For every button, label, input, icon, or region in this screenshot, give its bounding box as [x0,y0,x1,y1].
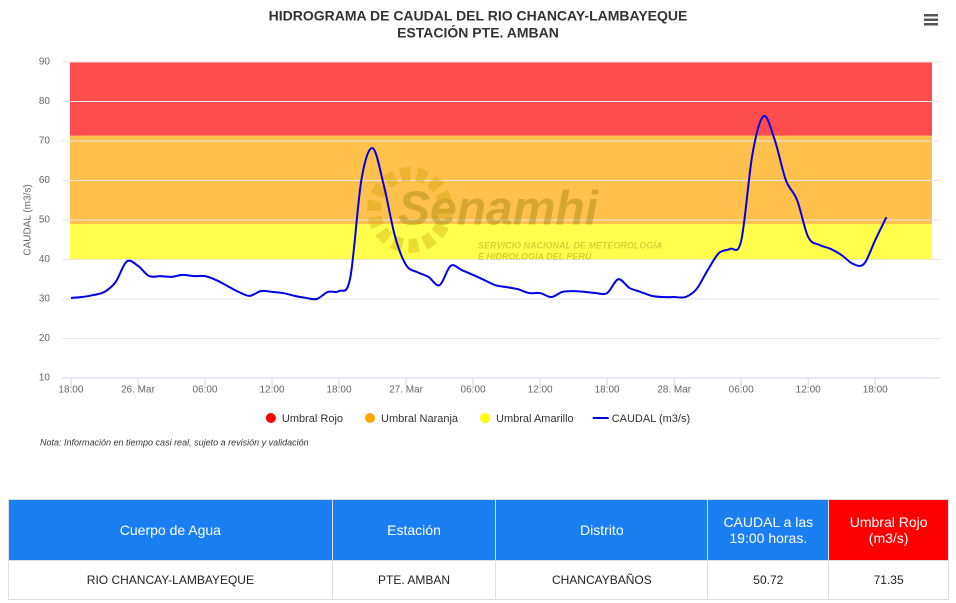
threshold-band [69,135,932,224]
legend-label[interactable]: Umbral Amarillo [496,413,574,425]
x-tick-label: 18:00 [595,385,620,396]
table-cell: CHANCAYBAÑOS [495,560,709,600]
x-tick-label: 06:00 [192,385,217,396]
legend-label[interactable]: Umbral Naranja [381,413,459,425]
watermark: Senamhi SERVICIO NACIONAL DE METEOROLOGÍA… [367,167,662,261]
y-axis-label: CAUDAL (m3/s) [23,184,34,255]
table-header: Umbral Rojo (m3/s) [828,499,949,561]
x-tick-label: 26. Mar [121,385,156,396]
x-tick-label: 06:00 [729,385,754,396]
data-line [70,114,888,301]
x-tick-label: 06:00 [461,385,486,396]
x-tick-label: 12:00 [796,385,821,396]
table-header: Cuerpo de Agua [8,499,333,561]
legend-marker [265,413,276,423]
threshold-band [69,223,932,260]
watermark-line: SERVICIO NACIONAL DE METEOROLOGÍA [478,240,662,250]
chart-title: HIDROGRAMA DE CAUDAL DEL RIO CHANCAY-LAM… [269,8,688,24]
x-tick-label: 27. Mar [389,385,424,396]
y-tick-label: 30 [39,294,51,305]
table-row: RIO CHANCAY-LAMBAYEQUE PTE. AMBAN CHANCAYB… [8,560,949,600]
x-tick-label: 28. Mar [657,385,692,396]
y-tick-label: 80 [39,96,51,107]
legend-label[interactable]: Umbral Rojo [282,413,343,425]
legend-label[interactable]: CAUDAL (m3/s) [612,413,690,425]
y-tick-label: 90 [39,57,51,68]
y-tick-label: 50 [39,215,51,226]
table-header: CAUDAL a las 19:00 horas. [707,499,830,561]
menu-button[interactable] [924,14,938,26]
threshold-band [69,62,932,136]
note: Nota: Información en tiempo casi real, s… [40,437,309,447]
legend-marker [480,413,491,423]
watermark-name: Senamhi [398,183,600,236]
y-tick-label: 60 [39,175,51,186]
table-header: Distrito [495,499,709,561]
x-tick-label: 18:00 [327,385,352,396]
legend-marker [365,413,376,423]
x-tick-label: 18:00 [58,385,83,396]
table-cell: 50.72 [707,560,830,600]
table-header: Estación [331,499,497,561]
chart-subtitle: ESTACIÓN PTE. AMBAN [397,24,559,41]
y-tick-label: 10 [39,373,51,384]
chart: HIDROGRAMA DE CAUDAL DEL RIO CHANCAY-LAM… [23,8,940,447]
y-tick-label: 20 [39,333,51,344]
watermark-line: E HIDROLOGÍA DEL PERÚ [478,250,592,261]
legend: Umbral Rojo Umbral Naranja Umbral Amarillo… [265,413,690,425]
x-tick-label: 12:00 [259,385,284,396]
data-table: Cuerpo de Agua Estación Distrito CAUDAL a l… [8,499,949,600]
table-cell: PTE. AMBAN [331,560,497,600]
watermark-sun [367,167,453,253]
y-tick-label: 70 [39,136,51,147]
y-tick-label: 40 [39,254,51,265]
table-cell: RIO CHANCAY-LAMBAYEQUE [8,560,333,600]
x-tick-label: 18:00 [863,385,888,396]
table-cell: 71.35 [828,560,949,600]
x-tick-label: 12:00 [528,385,553,396]
